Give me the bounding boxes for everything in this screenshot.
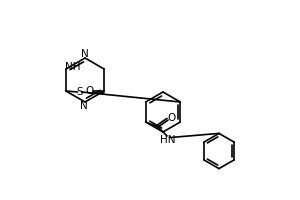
Text: N: N (81, 49, 89, 59)
Text: O: O (168, 113, 176, 123)
Text: O: O (86, 86, 94, 96)
Text: S: S (76, 87, 83, 97)
Text: N: N (80, 101, 88, 111)
Text: NH: NH (64, 62, 80, 72)
Text: HN: HN (160, 135, 175, 145)
